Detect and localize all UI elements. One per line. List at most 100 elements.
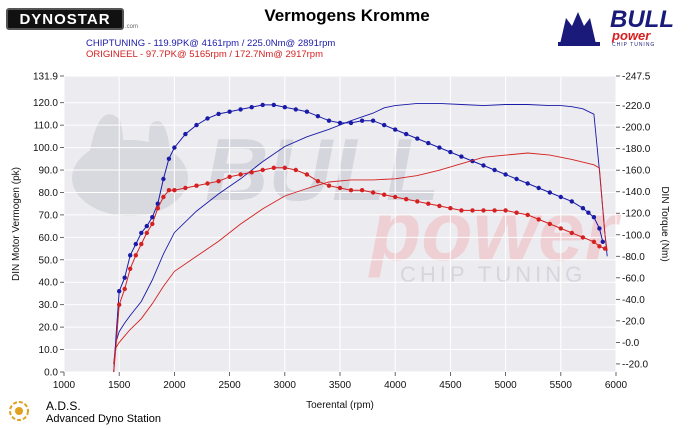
chiptuning-power-point [238, 107, 243, 112]
x-tick-label: 3000 [274, 380, 297, 391]
chiptuning-power-point [282, 105, 287, 110]
origineel-power-point [393, 194, 398, 200]
y-left-tick-label: 20.0 [39, 323, 59, 334]
axes-layer: 1000 1500 2000 2500 3000 3500 4000 4500 5000 5500… [11, 72, 670, 412]
origineel-power-point [128, 266, 133, 271]
series-layer [113, 102, 608, 373]
chiptuning-power-point [591, 215, 597, 220]
origineel-power-point [569, 230, 574, 236]
origineel-power-point [580, 235, 586, 240]
chiptuning-power-point [183, 131, 188, 137]
y-right-tick-label: -220.0 [622, 101, 651, 112]
y-left-tick-label: 110.0 [34, 121, 59, 132]
chiptuning-power-point [271, 102, 276, 108]
origineel-power-point [503, 208, 508, 213]
origineel-power-point [426, 201, 431, 206]
x-tick-label: 1500 [108, 380, 131, 391]
origineel-power-point [216, 179, 221, 184]
y-left-tick-label: 90.0 [39, 166, 59, 177]
x-tick-label: 3500 [329, 380, 352, 391]
origineel-power-point [492, 208, 497, 213]
origineel-power-point [172, 188, 177, 193]
chiptuning-power-point [547, 190, 552, 195]
chiptuning-power-point [459, 154, 464, 159]
origineel-power-point [348, 188, 354, 193]
x-tick-label: 4000 [384, 380, 407, 391]
origineel-power-point [238, 172, 243, 177]
y-left-axis-label: DIN Motor Vermogen (pk) [11, 167, 22, 281]
chiptuning-power-point [569, 199, 574, 204]
origineel-power-point [404, 197, 409, 202]
origineel-power-point [326, 183, 332, 188]
origineel-power-point [122, 286, 127, 292]
dynostar-logo: DYNOSTAR [6, 8, 124, 30]
y-left-tick-label: 131.9 [33, 72, 58, 83]
footer-title: A.D.S. [46, 399, 81, 413]
origineel-power-point [470, 208, 475, 213]
y-right-tick-label: -160.0 [622, 166, 651, 177]
chiptuning-power-point [161, 176, 166, 182]
origineel-power-point [194, 183, 199, 188]
y-right-tick-label: -100.0 [622, 230, 651, 241]
origineel-power-point [117, 302, 122, 307]
origineel-power-point [602, 246, 608, 251]
origineel-power-point [304, 172, 310, 177]
svg-text:CHIP TUNING: CHIP TUNING [400, 262, 586, 287]
x-tick-label: 2000 [163, 380, 186, 391]
chiptuning-power-point [326, 118, 332, 123]
origineel-power-point [205, 181, 210, 186]
chiptuning-power-point [370, 118, 376, 123]
origineel-power-point [161, 194, 166, 200]
chiptuning-power-point [194, 122, 199, 128]
dynostar-logo-suffix: .com [125, 24, 139, 30]
bull-power-logo-emblem [558, 12, 600, 46]
chiptuning-power-point [597, 226, 602, 231]
origineel-power-point [337, 185, 343, 191]
origineel-power-point [597, 244, 602, 249]
y-right-tick-label: -0.0 [622, 338, 640, 349]
chiptuning-power-point [580, 206, 586, 211]
x-tick-label: 2500 [218, 380, 241, 391]
chart-title: Vermogens Kromme [264, 6, 430, 25]
y-left-tick-label: 50.0 [39, 255, 59, 266]
chiptuning-power-point [514, 176, 519, 182]
origineel-power-point [437, 203, 442, 209]
origineel-power-point [591, 239, 597, 244]
origineel-power-point [415, 199, 420, 204]
chiptuning-torque-line [113, 102, 608, 364]
y-right-tick-label: -180.0 [622, 144, 651, 155]
origineel-power-point [271, 165, 276, 170]
chiptuning-power-point [382, 122, 387, 128]
chiptuning-power-point [166, 156, 172, 161]
y-left-tick-label: 100.0 [33, 143, 58, 154]
origineel-power-point [359, 188, 365, 193]
y-right-tick-label: --20.0 [622, 359, 649, 370]
chiptuning-power-point [426, 140, 431, 146]
x-axis-label: Toerental (rpm) [306, 400, 374, 411]
chip-tuning-logo-text: CHIP TUNING [612, 42, 656, 48]
origineel-power-point [166, 188, 172, 193]
origineel-power-point [144, 230, 149, 236]
x-tick-label: 1000 [53, 380, 76, 391]
chiptuning-power-point [348, 120, 354, 126]
chiptuning-power-point [139, 230, 144, 236]
chiptuning-power-point [304, 109, 310, 114]
chiptuning-power-point [122, 275, 127, 280]
y-left-tick-label: 80.0 [39, 188, 59, 199]
chiptuning-power-point [525, 181, 530, 186]
chiptuning-power-point [448, 149, 453, 155]
origineel-power-point [155, 206, 160, 211]
chiptuning-power-point [117, 289, 122, 294]
y-right-tick-label: -200.0 [622, 123, 651, 134]
svg-text:BULL: BULL [205, 120, 440, 219]
chiptuning-power-point [205, 116, 210, 121]
y-left-tick-label: 10.0 [39, 345, 59, 356]
ads-logo-icon [9, 401, 29, 421]
y-left-tick-label: 60.0 [39, 233, 59, 244]
chiptuning-power-point [437, 145, 442, 150]
origineel-power-point [536, 217, 541, 222]
origineel-power-point [370, 190, 376, 195]
chiptuning-power-point [260, 102, 265, 108]
x-tick-label: 5500 [550, 380, 573, 391]
chart-legend: CHIPTUNING - 119.9PK@ 4161rpm / 225.0Nm@… [86, 38, 335, 60]
